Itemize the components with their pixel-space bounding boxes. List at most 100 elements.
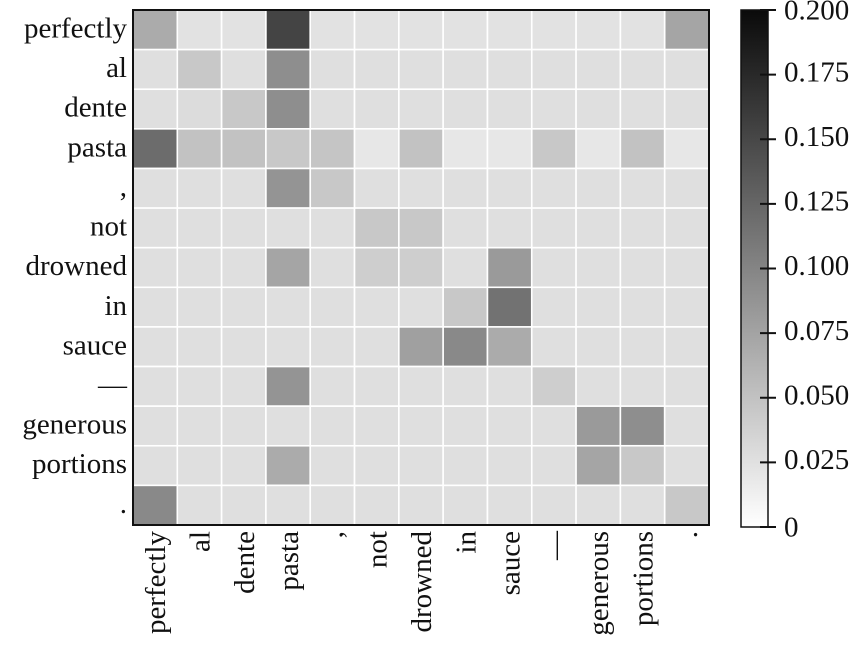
colorbar-tick-label: 0.175 [784, 56, 849, 88]
heatmap-cell [220, 167, 267, 209]
heatmap-cell [619, 246, 666, 289]
heatmap-cell [220, 88, 267, 130]
heatmap-cell [176, 484, 223, 526]
y-tick-label: sauce [63, 329, 127, 361]
heatmap-cell [442, 246, 489, 289]
heatmap-cell [353, 88, 400, 130]
heatmap-cell [619, 444, 666, 487]
y-tick-label: , [120, 171, 127, 203]
heatmap-cell [398, 326, 444, 368]
heatmap-cell [530, 484, 577, 526]
heatmap-cell [530, 207, 577, 249]
heatmap-cell [486, 167, 533, 209]
heatmap-cell [132, 405, 179, 447]
heatmap-cell [132, 167, 179, 209]
heatmap-cell [663, 88, 710, 130]
heatmap-cell [398, 484, 444, 526]
heatmap-cell [486, 207, 533, 249]
heatmap-cell [575, 246, 622, 289]
heatmap-cell [663, 365, 710, 407]
heatmap-cell [265, 88, 312, 130]
heatmap-cell [398, 128, 444, 170]
heatmap-cell [132, 9, 179, 51]
heatmap-cell [220, 405, 267, 447]
x-tick-label: al [184, 531, 216, 552]
heatmap-cell [486, 484, 533, 526]
heatmap-cell [398, 88, 444, 130]
heatmap-cell [575, 9, 622, 51]
heatmap-cell [663, 167, 710, 209]
heatmap-cell [220, 286, 267, 328]
heatmap-cell [309, 88, 356, 130]
heatmap-cell [663, 286, 710, 328]
colorbar-ticks: 0 0.025 0.050 0.075 0.100 0.125 0.150 0.175 0.20… [760, 0, 849, 544]
heatmap-cell [575, 167, 622, 209]
y-tick-label: in [104, 290, 127, 322]
heatmap-cell [619, 484, 666, 526]
heatmap-cell [442, 207, 489, 249]
heatmap-cell [220, 128, 267, 170]
heatmap-cell [486, 286, 533, 328]
heatmap-cell [575, 128, 622, 170]
heatmap-cell [619, 48, 666, 91]
heatmap-cell [530, 9, 577, 51]
heatmap-cell [442, 48, 489, 91]
heatmap-cell [176, 444, 223, 487]
heatmap-cell [663, 9, 710, 51]
y-tick-label: . [120, 488, 127, 520]
colorbar-tick-label: 0.100 [784, 250, 849, 282]
y-tick-label: drowned [26, 250, 128, 282]
x-tick-label: in [450, 531, 482, 554]
colorbar-tick-label: 0.050 [784, 379, 849, 411]
heatmap-cell [132, 48, 179, 91]
heatmap-cell [486, 88, 533, 130]
heatmap-cell [398, 246, 444, 289]
heatmap-cell [619, 167, 666, 209]
heatmap-cell [530, 444, 577, 487]
heatmap-cell [619, 128, 666, 170]
heatmap-cell [486, 9, 533, 51]
heatmap-cell [619, 326, 666, 368]
heatmap-cell [619, 207, 666, 249]
y-tick-label: generous [22, 409, 127, 441]
heatmap-cell [265, 207, 312, 249]
heatmap-cell [663, 405, 710, 447]
heatmap-cell [353, 128, 400, 170]
heatmap-cell [132, 365, 179, 407]
heatmap-cell [309, 207, 356, 249]
heatmap-cell [132, 484, 179, 526]
heatmap-cell [619, 365, 666, 407]
heatmap-cell [530, 246, 577, 289]
heatmap-cell [530, 286, 577, 328]
heatmap-cell [575, 484, 622, 526]
heatmap-cell [353, 365, 400, 407]
y-axis-labels: perfectly al dente pasta, not drowned in sauce —… [22, 12, 128, 519]
heatmap-cell [220, 326, 267, 368]
heatmap-cell [309, 405, 356, 447]
heatmap-cell [486, 326, 533, 368]
heatmap-cell [176, 128, 223, 170]
y-tick-label: pasta [67, 131, 127, 163]
heatmap-cell [575, 48, 622, 91]
heatmap-cell [265, 365, 312, 407]
heatmap-cell [353, 326, 400, 368]
heatmap-cell [220, 48, 267, 91]
heatmap-cell [486, 365, 533, 407]
heatmap-cell [442, 128, 489, 170]
heatmap-cell [530, 365, 577, 407]
heatmap-cell [265, 246, 312, 289]
heatmap-cell [309, 365, 356, 407]
y-tick-label: perfectly [24, 12, 128, 44]
heatmap-cell [176, 365, 223, 407]
heatmap-cell [309, 167, 356, 209]
heatmap-cell [132, 326, 179, 368]
heatmap-cell [663, 207, 710, 249]
heatmap-cell [176, 167, 223, 209]
heatmap-cell [398, 286, 444, 328]
heatmap-cell [176, 48, 223, 91]
heatmap-cell [265, 167, 312, 209]
heatmap-cell [530, 48, 577, 91]
heatmap-cell [309, 9, 356, 51]
x-tick-label: portions [628, 531, 660, 626]
x-tick-label: not [362, 531, 394, 568]
